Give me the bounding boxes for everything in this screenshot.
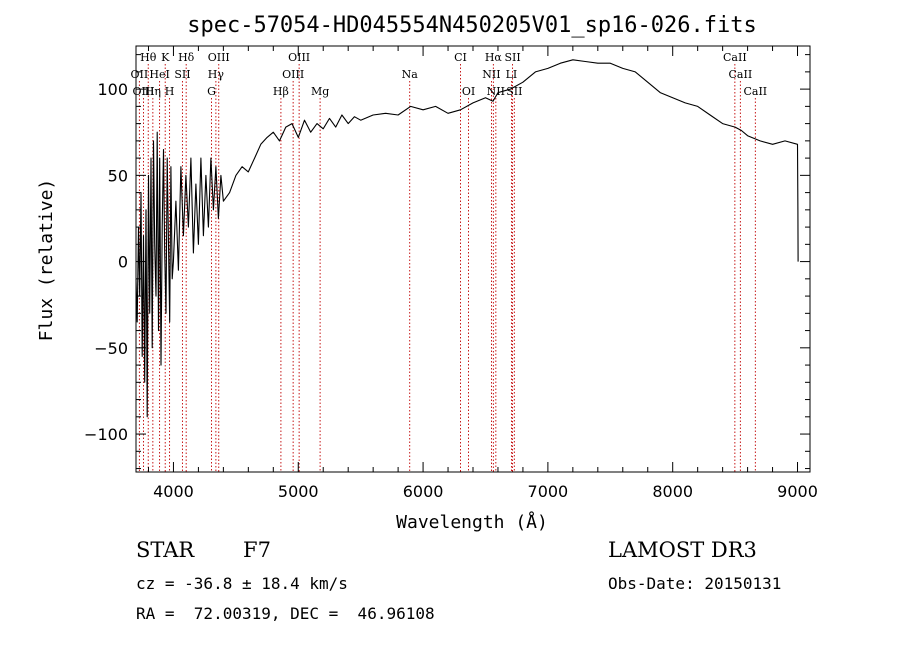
spectral-line-label: H: [165, 85, 175, 98]
plot-frame: [135, 45, 811, 473]
y-tick-label: −50: [94, 339, 128, 358]
x-tick-label: 7000: [528, 482, 569, 501]
spectral-line-label: Hη: [145, 85, 161, 98]
spectral-line-label: OIII: [282, 68, 304, 81]
spectral-line-label: CaII: [743, 85, 767, 98]
spectral-line-label: CI: [454, 51, 467, 64]
spectral-line-label: Hγ: [208, 68, 225, 81]
spectral-line-label: CaII: [729, 68, 753, 81]
obs-date: Obs-Date: 20150131: [608, 574, 782, 593]
spectrum-line: [135, 59, 799, 418]
spectral-line-label: NII: [487, 85, 505, 98]
spectral-line-label: Hα: [485, 51, 503, 64]
y-tick-label: 100: [97, 80, 128, 99]
spectral-line-label: K: [161, 51, 170, 64]
object-class: STAR: [136, 538, 195, 562]
object-subclass: F7: [243, 538, 271, 562]
y-tick-label: −100: [84, 425, 128, 444]
spectral-line-label: Hβ: [273, 85, 289, 98]
ra-dec: RA = 72.00319, DEC = 46.96108: [136, 604, 435, 623]
spectral-line-label: NII: [482, 68, 500, 81]
spectral-line-label: SII: [504, 51, 520, 64]
spectral-line-label: Hδ: [178, 51, 195, 64]
spectral-line-label: G: [207, 85, 216, 98]
spectral-line-label: OIII: [208, 51, 230, 64]
spectral-line-label: Mg: [311, 85, 329, 98]
y-axis-label: Flux (relative): [36, 179, 57, 342]
x-tick-label: 4000: [153, 482, 194, 501]
x-tick-label: 8000: [652, 482, 693, 501]
redshift-cz: cz = -36.8 ± 18.4 km/s: [136, 574, 348, 593]
survey-name: LAMOST DR3: [608, 538, 757, 562]
x-tick-label: 5000: [278, 482, 319, 501]
y-tick-label: 50: [108, 166, 128, 185]
axis-ticks: 4000 5000 6000 7000 8000 9000 −100 −50 0 50 100: [84, 46, 818, 501]
x-tick-label: 9000: [777, 482, 818, 501]
spectral-line-label: Na: [402, 68, 419, 81]
spectral-line-label: OIII: [132, 85, 154, 98]
spectral-line-label: HeI: [149, 68, 169, 81]
spectral-line-label: OI: [462, 85, 475, 98]
spectral-line-label: LI: [506, 68, 518, 81]
x-tick-label: 6000: [403, 482, 444, 501]
spectral-line-label: Hθ: [140, 51, 157, 64]
spectral-line-label: OII: [131, 68, 149, 81]
spectral-line-label: SII: [174, 68, 190, 81]
y-tick-label: 0: [118, 253, 128, 272]
spectral-line-label: OIII: [288, 51, 310, 64]
spectral-line-label: SII: [506, 85, 522, 98]
x-axis-label: Wavelength (Å): [396, 511, 548, 533]
spectral-line-label: CaII: [723, 51, 747, 64]
chart-title: spec-57054-HD045554N450205V01_sp16-026.f…: [187, 13, 757, 38]
